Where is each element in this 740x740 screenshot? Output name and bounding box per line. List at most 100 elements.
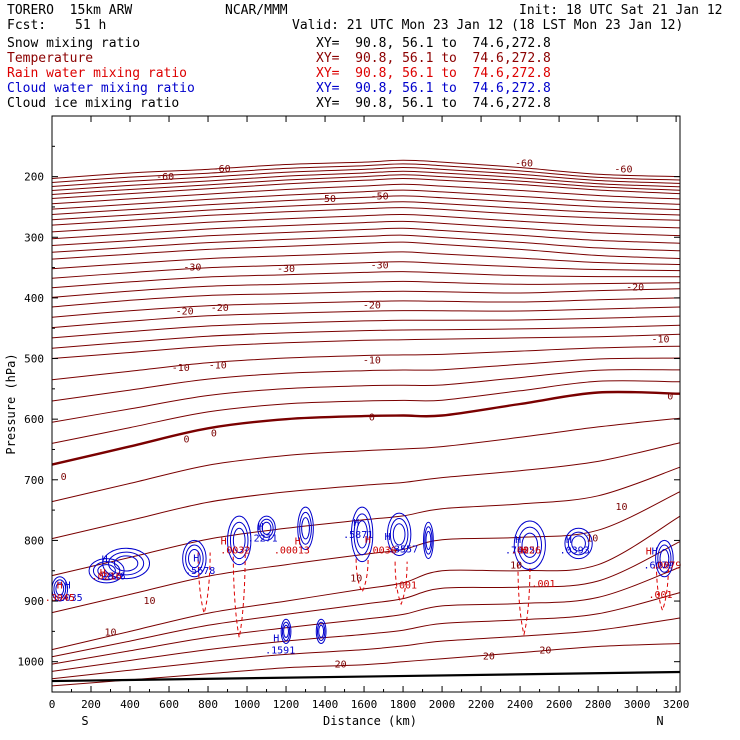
isotherm-label: 0 (61, 472, 67, 483)
isotherm-line-10 (51, 515, 681, 651)
rain-contour (655, 564, 669, 612)
cloud-water-contour (389, 517, 409, 551)
cloud-water-label: H (193, 553, 199, 564)
field-xy-rain: XY= 90.8, 56.1 to 74.6,272.8 (316, 66, 551, 81)
cloud-water-contour (425, 530, 432, 551)
cloud-water-contour (232, 527, 246, 554)
rain-label: .001 (648, 590, 672, 601)
rain-label: .0026 (511, 546, 541, 557)
cloud-water-contour (521, 532, 539, 558)
y-tick-label: 300 (24, 231, 44, 244)
isotherm-line-minor (51, 170, 681, 191)
isotherm-label: 10 (143, 596, 155, 607)
isotherm-label: 10 (510, 561, 522, 572)
cloud-water-label: .7425 (505, 546, 535, 557)
isotherm-label: -20 (176, 307, 194, 318)
rain-label: H (100, 568, 106, 579)
cloud-water-contour (229, 521, 249, 560)
cloud-water-contour (97, 564, 116, 578)
y-tick-label: 500 (24, 353, 44, 366)
isotherm-label: -60 (156, 172, 174, 183)
isotherm-line-minor (51, 442, 681, 540)
isotherm-line-minor (51, 380, 681, 444)
isotherm-line-minor (51, 369, 681, 423)
isotherm-line--40 (51, 207, 681, 226)
isotherm-label: 20 (539, 646, 551, 657)
cloud-water-label: H (258, 522, 264, 533)
isotherm-label: -60 (614, 165, 632, 176)
rain-label: H (57, 581, 63, 592)
isotherm-label: 0 (369, 413, 375, 424)
isotherm-line--20 (51, 288, 681, 308)
cloud-water-contour (424, 526, 433, 555)
isotherm-line-minor (51, 592, 681, 672)
isotherm-line-minor (51, 201, 681, 221)
field-xy-cloud-ice: XY= 90.8, 56.1 to 74.6,272.8 (316, 96, 551, 111)
isotherm-line-minor (51, 271, 681, 289)
center-title: NCAR/MMM (225, 3, 288, 18)
x-tick-label: 1400 (312, 698, 339, 711)
x-tick-label: 600 (159, 698, 179, 711)
x-tick-label: 1800 (390, 698, 417, 711)
y-tick-label: 900 (24, 595, 44, 608)
cloud-water-contour (257, 515, 276, 541)
cloud-water-contour (353, 513, 371, 556)
cloud-water-contour (102, 547, 151, 580)
isotherm-line-minor (51, 166, 681, 187)
x-tick-label: 2400 (507, 698, 534, 711)
cloud-water-contour (564, 527, 593, 560)
rain-label: .0045 (45, 593, 75, 604)
x-tick-label: 1600 (351, 698, 378, 711)
isotherm-label: 10 (615, 502, 627, 513)
cloud-water-label: .2826 (95, 572, 125, 583)
rain-label: .0032 (220, 546, 250, 557)
isotherm-label: -10 (209, 361, 227, 372)
end-label-south: S (81, 714, 88, 728)
isotherm-lines (51, 159, 681, 687)
isotherm-line-20 (51, 643, 681, 687)
field-xy-snow: XY= 90.8, 56.1 to 74.6,272.8 (316, 36, 551, 51)
rain-contour (197, 552, 211, 615)
cloud-water-contour (657, 544, 672, 573)
x-tick-label: 800 (198, 698, 218, 711)
field-name-temperature: Temperature (7, 51, 94, 66)
model-title: TORERO 15km ARW (7, 3, 133, 18)
contour-labels: -60 -60 -60 -60 -50 -50 -30 -30 -30 -20 -20 -20 -20 -… (45, 159, 682, 671)
field-name-cloud-ice: Cloud ice mixing ratio (7, 96, 180, 111)
isotherm-label: -20 (626, 282, 644, 293)
cloud-water-contour (655, 539, 674, 578)
cloud-water-contour (423, 521, 434, 560)
isotherm-line-minor (51, 213, 681, 233)
isotherm-line-minor (51, 345, 681, 381)
cloud-water-contour (53, 579, 67, 599)
rain-label: .001 (393, 581, 417, 592)
cloud-water-label: .5678 (185, 566, 215, 577)
isotherm-line-minor (51, 315, 681, 339)
cloud-water-contour (517, 526, 543, 564)
cloud-water-label: .2271 (248, 533, 278, 544)
cloud-water-contour (299, 511, 312, 545)
end-label-north: N (656, 714, 663, 728)
cloud-water-label: .5871 (343, 530, 373, 541)
cloud-water-label: H (566, 535, 572, 546)
field-xy-temperature: XY= 90.8, 56.1 to 74.6,272.8 (316, 51, 551, 66)
cloud-water-label: .6079 (643, 561, 673, 572)
rain-label: .0216 (92, 572, 122, 583)
cloud-water-label: H (515, 535, 521, 546)
cloud-water-contour (188, 549, 201, 569)
isotherm-label: -60 (213, 164, 231, 175)
isotherm-label: -10 (363, 356, 381, 367)
cloud-water-contour (182, 539, 207, 578)
rain-label: H (646, 547, 652, 558)
isotherm-line-0 (51, 390, 681, 466)
isotherm-line-minor (51, 251, 681, 270)
isotherm-line-minor (51, 417, 681, 503)
isotherm-label: -10 (172, 363, 190, 374)
isotherm-line-minor (51, 174, 681, 195)
cloud-water-contour (259, 518, 274, 538)
x-tick-label: 0 (49, 698, 56, 711)
isotherm-label: -20 (363, 301, 381, 312)
cloud-water-contour (350, 506, 374, 563)
y-tick-label: 1000 (18, 656, 45, 669)
rain-label: H (221, 536, 227, 547)
